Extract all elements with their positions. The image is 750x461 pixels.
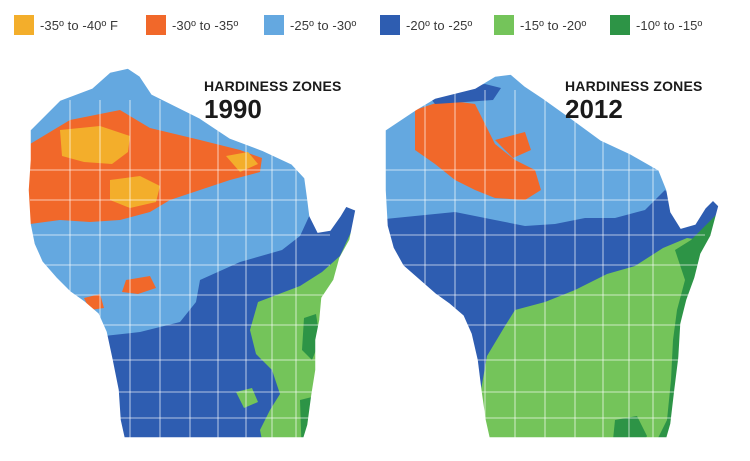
wisconsin-map-2012-svg	[384, 73, 720, 439]
map-year: 2012	[565, 94, 623, 124]
legend-item-zone-35-40: -35º to -40º F	[14, 14, 118, 36]
map-1990: HARDINESS ZONES 1990	[0, 40, 375, 461]
county-lines-1990	[30, 100, 330, 438]
county-lines-2012	[385, 90, 705, 438]
zone-area	[415, 100, 541, 200]
legend-swatch	[146, 15, 166, 35]
legend-label: -15º to -20º	[520, 17, 587, 33]
zone-area	[300, 396, 316, 438]
legend-swatch	[494, 15, 514, 35]
legend-item-zone-25-30: -25º to -30º	[264, 14, 356, 36]
wisconsin-map-1990-svg	[27, 67, 357, 439]
legend-label: -30º to -35º	[172, 17, 239, 33]
legend-label: -25º to -30º	[290, 17, 357, 33]
legend-swatch	[264, 15, 284, 35]
map-heading: HARDINESS ZONES	[204, 78, 342, 94]
legend-item-zone-20-25: -20º to -25º	[380, 14, 472, 36]
zone-area	[226, 152, 258, 172]
map-heading: HARDINESS ZONES	[565, 78, 703, 94]
legend-swatch	[380, 15, 400, 35]
legend: -35º to -40º F -30º to -35º -25º to -30º…	[0, 0, 750, 40]
state-outline-1990	[27, 67, 357, 439]
map-title-2012: HARDINESS ZONES 2012	[565, 78, 703, 124]
legend-item-zone-30-35: -30º to -35º	[146, 14, 238, 36]
zone-area	[475, 238, 701, 438]
legend-item-zone-15-20: -15º to -20º	[494, 14, 586, 36]
legend-swatch	[14, 15, 34, 35]
legend-swatch	[610, 15, 630, 35]
legend-label: -20º to -25º	[406, 17, 473, 33]
zone-area	[122, 276, 156, 294]
map-title-1990: HARDINESS ZONES 1990	[204, 78, 342, 124]
zone-area	[425, 84, 501, 104]
map-year: 1990	[204, 94, 262, 124]
zone-area	[501, 332, 517, 362]
zone-area	[236, 388, 258, 408]
zone-area	[495, 132, 531, 158]
maps-container: HARDINESS ZONES 1990	[0, 40, 750, 461]
legend-label: -35º to -40º F	[40, 17, 119, 33]
zone-area	[611, 416, 647, 438]
legend-label: -10º to -15º	[636, 17, 703, 33]
state-outline-2012	[384, 73, 720, 439]
zone-area	[60, 126, 130, 164]
legend-item-zone-10-15: -10º to -15º	[610, 14, 702, 36]
map-2012: HARDINESS ZONES 2012	[375, 40, 750, 461]
